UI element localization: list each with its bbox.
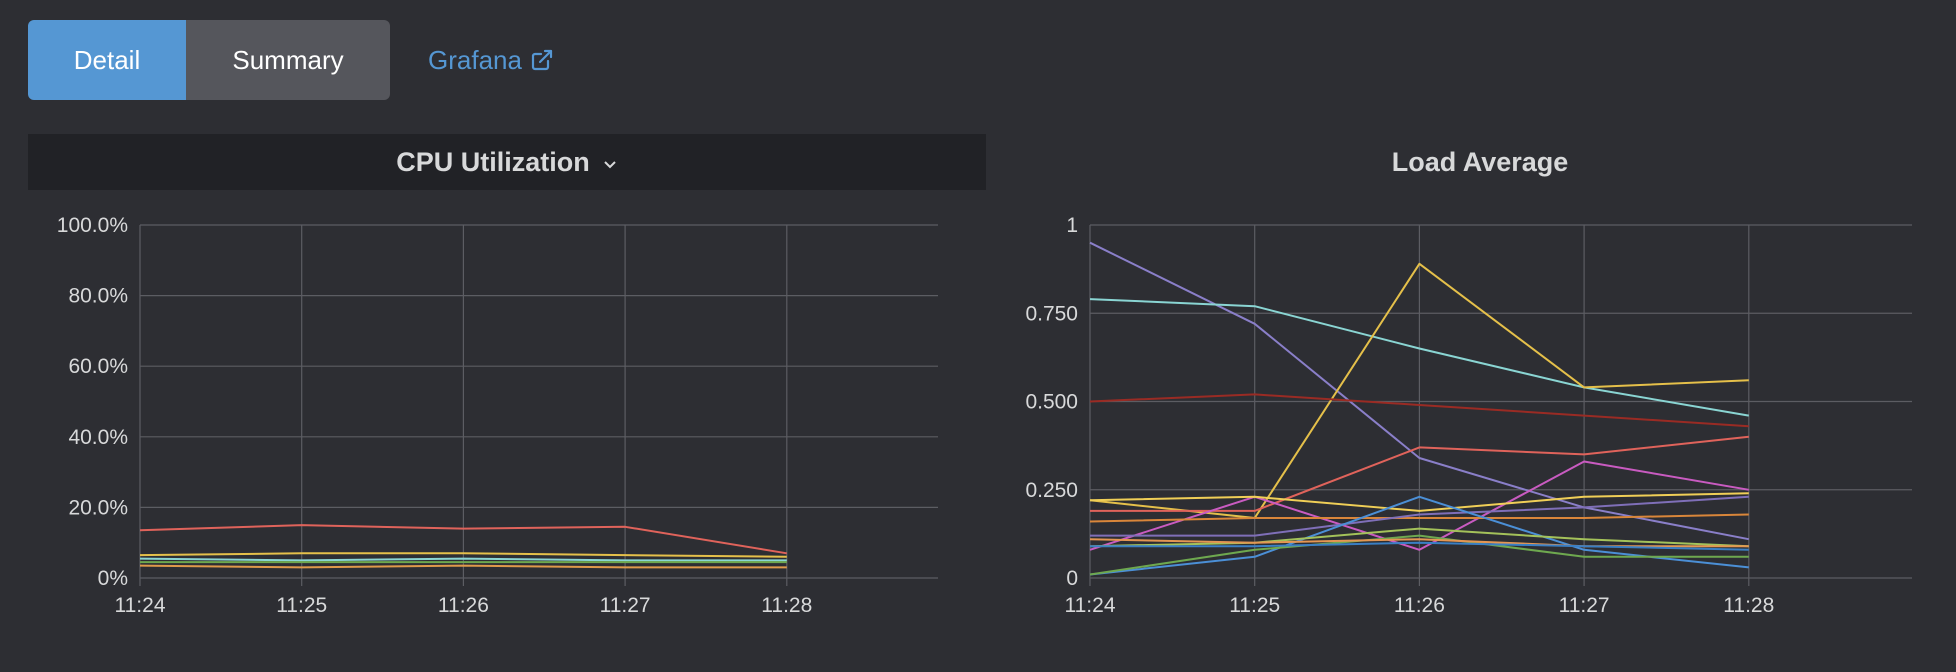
cpu-chart-series-line-5	[139, 564, 787, 569]
load-chart-series-line-2	[1089, 298, 1749, 417]
tab-summary[interactable]: Summary	[186, 20, 390, 100]
load-average-chart: 0 0.250 0.500 0.750 1 11:24 11:25 11:26 11:27 11:…	[1025, 214, 1912, 617]
cpu-chart-y-tick-label: 0%	[98, 567, 128, 590]
cpu-chart-x-tick-label: 11:25	[276, 594, 327, 617]
load-chart-grid	[1089, 224, 1912, 586]
cpu-chart-y-tick-label: 60.0%	[68, 355, 128, 378]
cpu-chart-x-tick-label: 11:24	[115, 594, 166, 617]
load-chart-series-line-8	[1089, 513, 1749, 523]
load-chart-x-tick-label: 11:27	[1559, 594, 1610, 617]
load-chart-series-line-1	[1089, 241, 1749, 541]
load-panel-header: Load Average	[1000, 134, 1956, 190]
cpu-chart-x-tick-label: 11:26	[438, 594, 489, 617]
cpu-chart-y-tick-label: 100.0%	[57, 214, 128, 237]
cpu-chart-x-tick-label: 11:28	[761, 594, 812, 617]
load-chart-x-tick-label: 11:25	[1229, 594, 1280, 617]
cpu-chart-series-line-1	[139, 524, 787, 555]
load-chart-y-tick-label: 0	[1066, 567, 1078, 590]
load-chart-series-line-4	[1089, 393, 1749, 428]
cpu-chart-x-tick-label: 11:27	[600, 594, 651, 617]
load-chart-x-tick-label: 11:26	[1394, 594, 1445, 617]
load-chart-series-line-3	[1089, 262, 1749, 519]
external-link-icon	[530, 48, 554, 72]
load-chart-series-line-9	[1090, 495, 1749, 537]
load-chart-y-tick-label: 0.500	[1025, 391, 1078, 414]
load-chart-series-line-11	[1089, 534, 1749, 576]
cpu-chart-y-tick-label: 40.0%	[68, 426, 128, 449]
grafana-link[interactable]: Grafana	[428, 38, 554, 82]
cpu-chart-series-group	[139, 524, 787, 569]
cpu-chart-series-line-2	[139, 552, 787, 558]
load-chart-series-line-7	[1089, 492, 1749, 512]
cpu-chart-series-line-3	[139, 557, 787, 562]
load-chart-y-tick-label: 1	[1066, 214, 1078, 237]
load-chart-x-tick-label: 11:28	[1723, 594, 1774, 617]
cpu-utilization-chart: 0% 20.0% 40.0% 60.0% 80.0% 100.0% 11:24 11:25 11…	[57, 214, 938, 617]
load-chart-series-line-6	[1089, 460, 1749, 551]
load-chart-series-line-10	[1089, 495, 1749, 576]
load-chart-y-tick-label: 0.750	[1025, 302, 1078, 325]
load-chart-y-tick-label: 0.250	[1025, 479, 1078, 502]
cpu-panel-header[interactable]: CPU Utilization	[28, 134, 986, 190]
chevron-down-icon	[602, 147, 618, 178]
load-chart-series-line-12	[1089, 527, 1749, 548]
load-panel-title: Load Average	[1391, 146, 1569, 177]
load-chart-series-group	[1089, 241, 1749, 576]
load-chart-series-line-14	[1090, 541, 1749, 551]
load-chart-x-tick-label: 11:24	[1065, 594, 1116, 617]
view-tabs: Detail Summary	[28, 20, 390, 100]
cpu-chart-y-tick-label: 20.0%	[68, 496, 128, 519]
cpu-chart-grid	[139, 224, 938, 586]
cpu-chart-y-tick-label: 80.0%	[68, 285, 128, 308]
cpu-panel-title: CPU Utilization	[396, 146, 590, 177]
load-chart-series-line-5	[1090, 435, 1749, 512]
grafana-link-label: Grafana	[428, 44, 522, 75]
load-chart-series-line-13	[1089, 538, 1749, 548]
tab-detail[interactable]: Detail	[28, 20, 186, 100]
